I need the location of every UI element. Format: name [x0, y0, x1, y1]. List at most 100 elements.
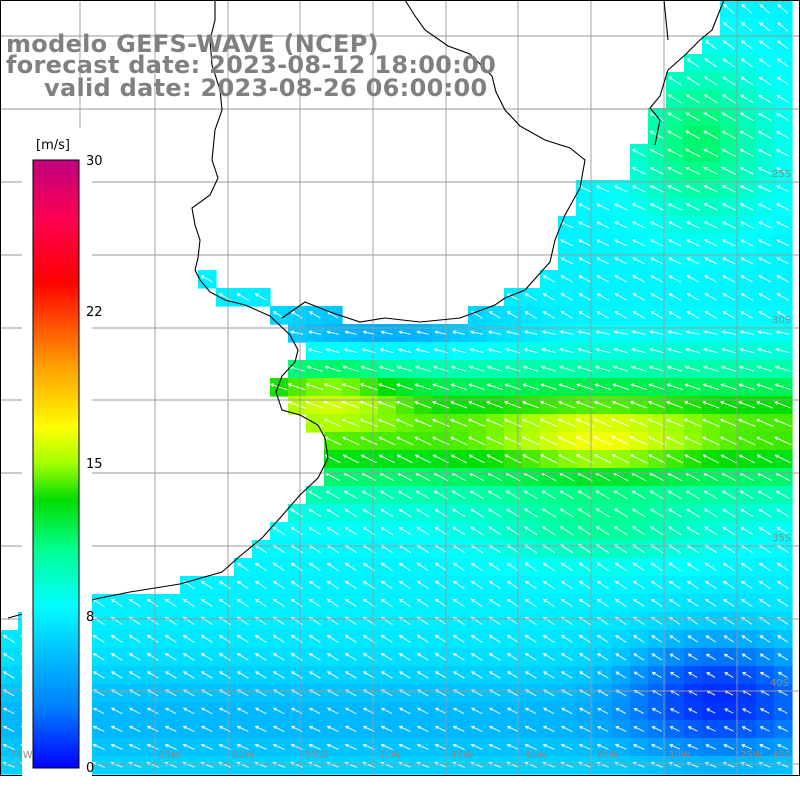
wind-arrow [2, 707, 15, 715]
wind-arrow [740, 275, 754, 283]
wind-arrow [218, 634, 231, 643]
wind-arrow [724, 708, 734, 714]
wind-arrow [722, 257, 736, 265]
wind-arrow [667, 185, 682, 193]
wind-arrow [667, 130, 683, 140]
wind-arrow [667, 508, 682, 518]
wind-arrow [773, 418, 792, 427]
wind-arrow [326, 725, 339, 732]
wind-arrow [777, 635, 789, 643]
wind-arrow [777, 22, 789, 32]
wind-arrow [396, 365, 413, 372]
wind-arrow [776, 508, 790, 518]
wind-arrow [269, 383, 288, 391]
wind-arrow [687, 635, 699, 643]
wind-arrow [92, 743, 105, 750]
wind-arrow [739, 94, 754, 104]
wind-arrow [759, 635, 771, 643]
wind-arrow [398, 562, 411, 572]
wind-arrow [649, 330, 664, 335]
wind-arrow [541, 508, 556, 518]
wind-arrow [560, 311, 573, 319]
lat-label-35s: 35S [772, 533, 791, 544]
wind-arrow [758, 761, 771, 768]
wind-arrow [378, 454, 395, 464]
wind-arrow [649, 167, 664, 175]
wind-arrow [740, 58, 753, 68]
wind-arrow [542, 275, 556, 283]
wind-arrow [777, 671, 788, 679]
wind-arrow [667, 148, 683, 158]
wind-arrow [721, 167, 737, 175]
wind-arrow [687, 653, 698, 661]
lon-label-35w: 35W [596, 750, 619, 761]
wind-arrow [686, 580, 699, 590]
wind-arrow [524, 293, 537, 301]
wind-arrow [757, 112, 772, 121]
wind-arrow [506, 743, 519, 750]
wind-arrow [415, 490, 430, 500]
wind-arrow [236, 653, 249, 661]
wind-arrow [380, 743, 393, 750]
wind-arrow [648, 383, 665, 391]
lon-label-50w: 50W [378, 750, 401, 761]
wind-arrow [559, 330, 574, 335]
wind-arrow [254, 707, 267, 715]
wind-arrow [741, 22, 753, 32]
wind-arrow [722, 544, 735, 554]
wind-arrow [594, 383, 611, 391]
wind-arrow [702, 383, 719, 391]
wind-arrow [742, 708, 752, 714]
wind-arrow [685, 112, 701, 122]
wind-arrow [702, 365, 719, 372]
wind-arrow [740, 580, 753, 590]
wind-arrow [631, 526, 646, 536]
wind-arrow [360, 365, 377, 372]
wind-arrow [667, 221, 682, 229]
wind-arrow [416, 580, 429, 590]
wind-arrow [685, 203, 700, 211]
wind-arrow [236, 634, 249, 643]
wind-arrow [685, 348, 701, 354]
wind-arrow [542, 562, 555, 572]
wind-arrow [236, 743, 249, 750]
wind-arrow [485, 401, 504, 409]
wind-arrow [720, 383, 737, 390]
wind-arrow [326, 544, 339, 554]
wind-arrow [669, 635, 681, 643]
wind-arrow [740, 239, 754, 247]
wind-arrow [668, 580, 681, 590]
wind-arrow [308, 580, 321, 590]
wind-arrow [488, 562, 501, 572]
wind-arrow [434, 671, 447, 679]
wind-arrow [254, 653, 267, 661]
wind-arrow [200, 725, 213, 732]
wind-arrow [706, 708, 716, 714]
wind-arrow [308, 562, 321, 572]
wind-arrow [578, 671, 591, 679]
wind-arrow [92, 634, 105, 643]
wind-arrow [687, 726, 698, 732]
wind-arrow [614, 743, 627, 750]
wind-arrow [452, 562, 465, 572]
wind-arrow [613, 490, 629, 500]
wind-arrow [236, 293, 249, 301]
wind-arrow [308, 707, 321, 715]
wind-arrow [578, 239, 592, 247]
wind-arrow [218, 580, 231, 590]
wind-arrow [398, 508, 412, 518]
wind-arrow [164, 743, 177, 750]
wind-arrow [414, 436, 432, 446]
wind-arrow [593, 400, 612, 409]
wind-arrow [687, 744, 699, 750]
wind-arrow [685, 94, 700, 104]
wind-arrow [326, 653, 339, 661]
wind-arrow [614, 635, 627, 643]
wind-arrow [720, 454, 737, 464]
wind-arrow [254, 580, 267, 590]
lat-label-30s: 30S [772, 315, 791, 326]
wind-arrow [631, 348, 647, 354]
wind-arrow [667, 330, 682, 335]
wind-arrow [737, 418, 756, 427]
wind-arrow [685, 148, 701, 158]
